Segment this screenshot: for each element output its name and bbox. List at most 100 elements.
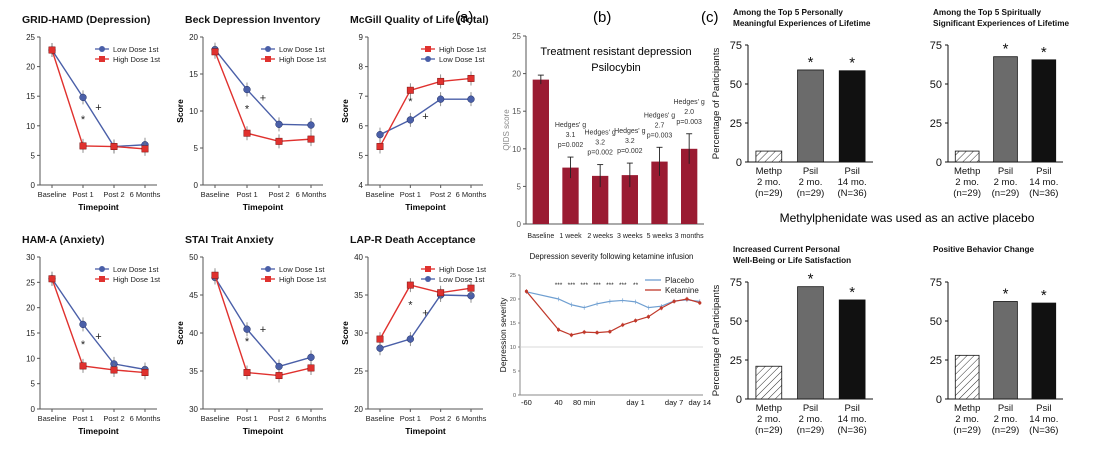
chart-a4: HAM-A (Anxiety) 0 5 10 15 20 25 30 Baseline Post …	[22, 234, 161, 436]
y-tick-label: 10	[26, 354, 35, 363]
significance-mark: +	[95, 102, 101, 114]
x-tick-label: 80 min	[573, 398, 596, 407]
data-point-square	[275, 137, 283, 145]
x-tick-label: Post 1	[236, 414, 257, 423]
y-tick-label: 35	[354, 291, 363, 300]
series-line	[51, 278, 146, 374]
chart-title: Positive Behavior Change	[933, 245, 1034, 254]
y-tick-label: 10	[510, 345, 516, 351]
data-point-square	[110, 366, 118, 374]
x-tick-label: Psil 14 mo. (N=36)	[1029, 166, 1058, 199]
significance-star: *	[1041, 44, 1047, 61]
chart-c1: Among the Top 5 Personally Meaningful Exp…	[711, 8, 873, 199]
bar	[621, 175, 638, 224]
chart-a1: GRID-HAMD (Depression) 0 5 10 15 20 25 Baseline…	[22, 14, 161, 212]
chart-title: Beck Depression Inventory	[185, 14, 321, 26]
significance-star: *	[808, 54, 814, 71]
y-tick-label: 50	[930, 316, 942, 328]
legend-label: Low Dose 1st	[439, 55, 485, 64]
x-tick-label: Baseline	[38, 190, 67, 199]
data-point-circle	[307, 353, 315, 361]
data-point	[646, 315, 651, 319]
x-tick-label: 6 Months	[456, 414, 487, 423]
y-tick-label: 0	[936, 394, 942, 406]
y-tick-label: 25	[930, 118, 942, 130]
data-point-square	[243, 369, 251, 376]
x-tick-label: Methp 2 mo. (n=29)	[755, 403, 783, 436]
x-axis-label: Timepoint	[405, 202, 446, 212]
significance-mark: +	[95, 331, 101, 343]
y-tick-label: 30	[354, 329, 363, 338]
bar	[1031, 59, 1057, 163]
y-tick-label: 20	[26, 63, 35, 72]
chart-c3: Increased Current Personal Well-Being or …	[711, 245, 873, 436]
bar-annotation: Hedges' g 3.2 p=0.002	[614, 128, 645, 155]
data-point-circle	[376, 131, 384, 139]
y-tick-label: 15	[512, 107, 521, 116]
y-tick-label: 25	[26, 33, 35, 42]
bar	[681, 148, 698, 224]
data-point-square	[48, 46, 56, 54]
significance-mark: +	[260, 324, 266, 336]
y-tick-label: 0	[31, 181, 36, 190]
legend-marker	[99, 46, 105, 52]
bar-annotation: Hedges' g 2.7 p=0.003	[644, 112, 675, 139]
chart-a2: Beck Depression Inventory 0 5 10 15 20 Baselin…	[175, 14, 327, 212]
significance-mark: *	[408, 96, 413, 108]
y-tick-label: 20	[510, 297, 516, 303]
legend-marker	[265, 276, 271, 282]
significance-mark: ***	[593, 282, 601, 289]
significance-mark: *	[81, 114, 86, 126]
data-point-square	[141, 369, 149, 376]
y-axis-label: Depression severity	[498, 297, 508, 372]
bar	[562, 167, 579, 224]
legend-label: Low Dose 1st	[279, 45, 325, 54]
significance-star: *	[849, 284, 855, 301]
series-line	[51, 49, 146, 148]
x-tick-label: Post 1	[72, 190, 93, 199]
legend-label: High Dose 1st	[279, 55, 327, 64]
x-axis-label: Timepoint	[78, 202, 119, 212]
data-point-square	[307, 364, 315, 372]
x-tick-label: Psil 2 mo. (n=29)	[797, 403, 825, 436]
legend-label: High Dose 1st	[439, 45, 487, 54]
x-tick-label: day 14	[689, 398, 712, 407]
y-tick-label: 20	[354, 405, 363, 414]
y-tick-label: 0	[31, 405, 36, 414]
y-tick-label: 75	[930, 277, 942, 289]
top-caption-2: Psilocybin	[591, 62, 641, 74]
legend-marker	[265, 56, 271, 62]
significance-mark: **	[633, 282, 639, 289]
x-tick-label: Methp 2 mo. (n=29)	[755, 166, 783, 199]
x-tick-label: Psil 14 mo. (N=36)	[838, 403, 867, 436]
data-point-square	[307, 135, 315, 143]
legend-label: Placebo	[665, 276, 694, 285]
x-tick-label: Post 2	[430, 190, 451, 199]
y-tick-label: 30	[189, 405, 198, 414]
series-line	[51, 49, 146, 150]
data-point-square	[376, 143, 384, 150]
bar	[755, 150, 783, 163]
legend-label: Ketamine	[665, 286, 699, 295]
data-point-circle	[243, 85, 251, 94]
chart-a6: LAP-R Death Acceptance 20 25 30 35 40 Baseline…	[340, 234, 487, 436]
x-tick-label: 6 Months	[296, 414, 327, 423]
panel-label-c: (c)	[701, 9, 719, 26]
data-point-square	[79, 362, 87, 370]
y-tick-label: 10	[512, 145, 521, 154]
x-tick-label: Baseline	[527, 233, 554, 240]
significance-star: *	[1003, 286, 1009, 303]
y-tick-label: 50	[730, 79, 742, 91]
chart-title: HAM-A (Anxiety)	[22, 234, 104, 246]
data-point-square	[79, 142, 87, 150]
legend-marker	[99, 266, 105, 272]
series-line	[379, 284, 472, 340]
data-point-circle	[79, 320, 87, 329]
y-tick-label: 25	[510, 273, 516, 279]
y-tick-label: 5	[513, 369, 516, 375]
data-point	[659, 306, 663, 310]
legend-marker	[265, 46, 271, 52]
x-tick-label: Baseline	[366, 190, 395, 199]
data-point	[582, 330, 586, 334]
